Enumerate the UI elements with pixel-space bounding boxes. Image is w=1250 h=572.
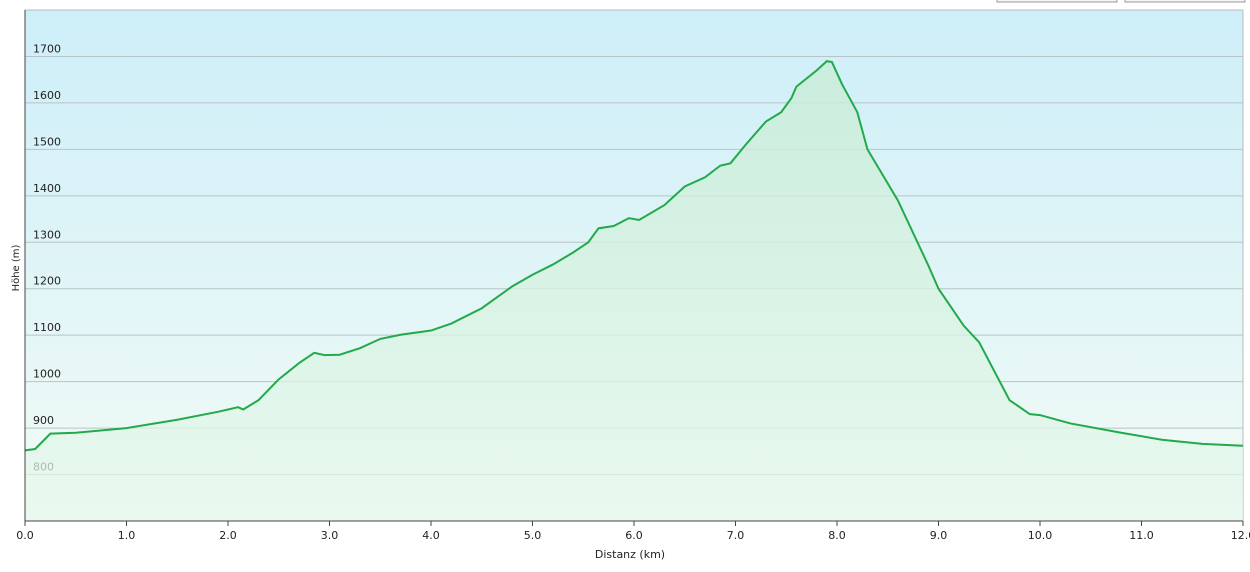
x-tick-label: 7.0 xyxy=(727,529,745,542)
x-axis-label: Distanz (km) xyxy=(595,548,665,561)
y-axis-label: Höhe (m) xyxy=(11,244,22,291)
button[interactable] xyxy=(1124,0,1246,3)
x-tick-label: 1.0 xyxy=(118,529,136,542)
x-tick-label: 12.0 xyxy=(1231,529,1250,542)
x-tick-label: 2.0 xyxy=(219,529,237,542)
area-fill xyxy=(25,61,1243,521)
line xyxy=(24,60,1244,452)
y-tick-label: 900 xyxy=(33,414,54,427)
y-tick-label: 1100 xyxy=(33,321,61,334)
x-tick-label: 9.0 xyxy=(930,529,948,542)
x-tick-label: 6.0 xyxy=(625,529,643,542)
x-tick-label: 0.0 xyxy=(16,529,34,542)
button[interactable] xyxy=(996,0,1118,3)
x-tick-label: 10.0 xyxy=(1028,529,1053,542)
x-tick-label: 11.0 xyxy=(1129,529,1154,542)
x-tick-label: 5.0 xyxy=(524,529,542,542)
x-tick-label: 4.0 xyxy=(422,529,440,542)
y-tick-label: 1500 xyxy=(33,135,61,148)
y-tick-label: 1000 xyxy=(33,368,61,381)
y-tick-label: 1300 xyxy=(33,228,61,241)
x-tick-label: 3.0 xyxy=(321,529,339,542)
y-tick-label: 1700 xyxy=(33,42,61,55)
y-tick-label: 1400 xyxy=(33,182,61,195)
x-tick-label: 8.0 xyxy=(828,529,846,542)
y-tick-label: 1600 xyxy=(33,89,61,102)
y-tick-label: 1200 xyxy=(33,275,61,288)
